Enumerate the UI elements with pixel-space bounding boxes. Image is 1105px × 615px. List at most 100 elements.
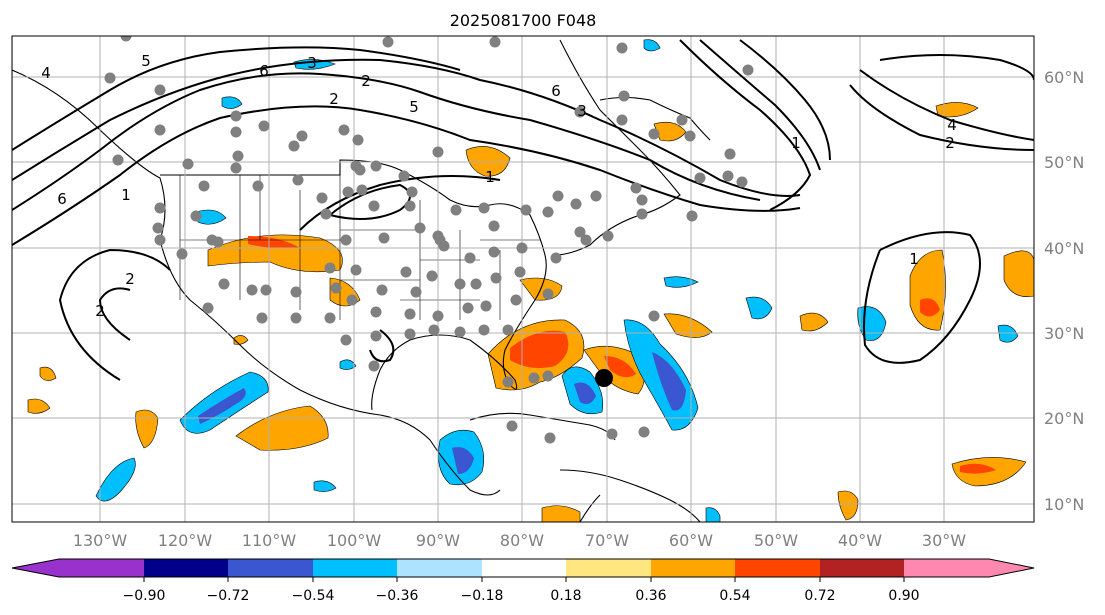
contour-label: 5 [409,98,419,116]
map-frame [11,35,1035,523]
contour-label: 6 [551,82,561,100]
station-dot [580,234,592,246]
station-dot [120,36,132,42]
station-dot [480,300,492,312]
station-dot [602,230,614,242]
station-dot [516,242,528,254]
station-dot [520,204,532,216]
longitude-label: 60°W [669,531,713,550]
station-dot [478,202,490,214]
lat-lon-grid [12,36,1034,522]
station-dot [434,234,446,246]
contour-label: 2 [329,90,339,108]
station-dot [182,158,194,170]
station-dot [376,284,388,296]
station-dot [176,248,188,260]
station-dot [470,278,482,290]
station-dot [542,370,554,382]
station-dot [370,160,382,172]
contour-label: 2 [361,72,371,90]
station-dot [404,328,416,340]
station-dot [152,222,164,234]
state-borders [179,175,540,320]
colorbar-tick-label: −0.72 [207,588,250,604]
latitude-label: 10°N [1044,495,1084,514]
contour-label: 2 [125,270,135,288]
station-dot [290,286,302,298]
station-dot [290,312,302,324]
station-dot [382,36,394,48]
latitude-label: 20°N [1044,409,1084,428]
station-dot [590,190,602,202]
station-dot [340,234,352,246]
station-dot [489,36,501,48]
station-dot [320,208,332,220]
station-dot [190,210,202,222]
station-dot [542,206,554,218]
station-dot [636,208,648,220]
contour-label: 2 [95,302,105,320]
colorbar-segment [228,559,313,577]
station-dot [406,186,418,198]
colorbar-segment [482,559,566,577]
contour-label: 5 [141,52,151,70]
station-dot [464,252,476,264]
station-dot [338,124,350,136]
colorbar-tick-label: 0.54 [719,588,750,604]
contour-label: 3 [307,54,317,72]
colorbar-segment [313,559,397,577]
station-dot [342,186,354,198]
latitude-labels: 60°N 50°N 40°N 30°N 20°N 10°N [1044,68,1084,514]
contour-label: 1 [121,186,131,204]
station-dot [742,64,754,76]
colorbar-segment [144,559,228,577]
longitude-label: 100°W [327,531,382,550]
station-dot [616,42,628,54]
contour-label: 1 [791,134,801,152]
station-dot [112,154,124,166]
station-dot [514,266,526,278]
station-dot [354,164,366,176]
station-dot [724,148,736,160]
station-dot [404,308,416,320]
station-dot [648,310,660,322]
station-dot [432,310,444,322]
figure-title: 2025081700 F048 [450,11,597,30]
colorbar-tick-label: −0.90 [123,588,166,604]
longitude-label: 30°W [922,531,966,550]
station-dot [676,114,688,126]
station-dot [686,210,698,222]
contour-label: 1 [909,250,919,268]
coastlines [12,36,711,522]
station-dot [570,198,582,210]
latitude-label: 50°N [1044,153,1084,172]
station-dot [510,294,522,306]
latitude-label: 40°N [1044,239,1084,258]
map-background [12,36,1034,522]
station-dot [400,266,412,278]
longitude-label: 110°W [242,531,297,550]
station-dot [502,324,514,336]
station-dot [206,234,218,246]
station-dot [260,284,272,296]
colorbar-outline [11,558,1035,578]
longitude-label: 120°W [158,531,213,550]
shaded-anomalies [27,39,1034,522]
station-dot [352,134,364,146]
station-dot [350,264,362,276]
station-dot [230,162,242,174]
station-dot [246,284,258,296]
contour-label: 2 [945,134,955,152]
station-dot [218,278,230,290]
station-dot [154,84,166,96]
station-dot [490,272,502,284]
station-dot [154,234,166,246]
station-dot [454,278,466,290]
longitude-label: 50°W [754,531,798,550]
station-dot [346,294,358,306]
station-dot [574,226,586,238]
station-dot [636,194,648,206]
station-dot [104,72,116,84]
longitude-labels: 130°W 120°W 110°W 100°W 90°W 80°W 70°W 60°W 50°W… [73,531,966,550]
